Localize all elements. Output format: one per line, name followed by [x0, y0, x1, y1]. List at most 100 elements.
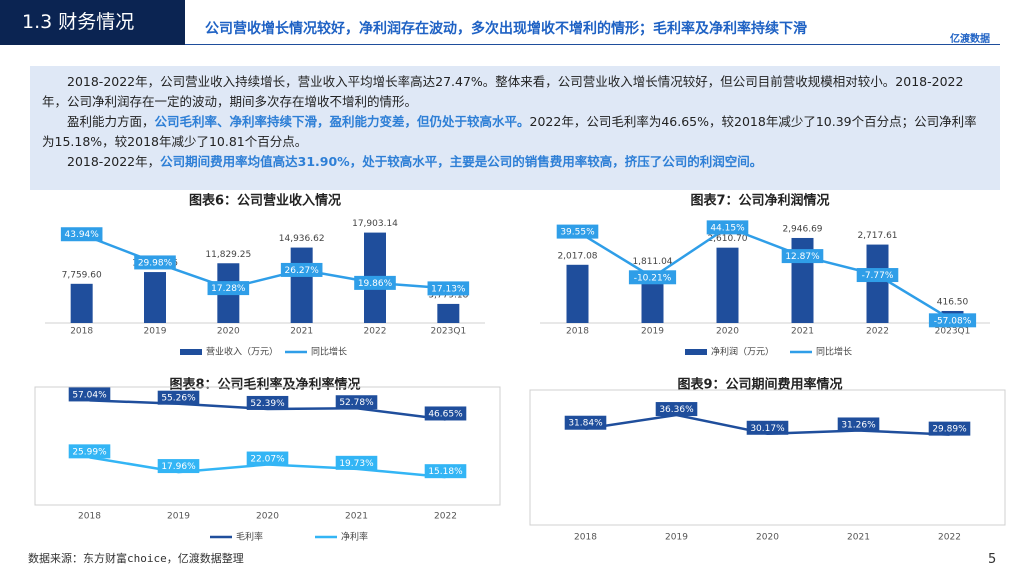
x-tick-label: 2021 — [791, 327, 814, 337]
data-label: 46.65% — [428, 409, 463, 419]
data-label-box — [928, 313, 977, 328]
highlight: 公司期间费用率均值高达31.90%，处于较高水平，主要是公司的销售费用率较高，挤… — [160, 154, 763, 169]
data-label-box — [655, 402, 698, 417]
x-tick-label: 2023Q1 — [935, 327, 971, 337]
bar-label: 2,717.61 — [857, 231, 897, 241]
bar — [437, 303, 460, 323]
x-tick-label: 2022 — [364, 327, 387, 337]
data-label-box — [246, 451, 289, 466]
bar — [70, 283, 93, 323]
legend-label: 净利率 — [341, 531, 368, 543]
legend-swatch — [685, 349, 707, 355]
bar-label: 17,903.14 — [352, 219, 398, 229]
x-tick-label: 2021 — [345, 512, 368, 522]
data-label: 29.98% — [138, 258, 173, 268]
data-label: 19.73% — [339, 459, 374, 469]
text: 盈利能力方面， — [67, 114, 155, 129]
data-label-box — [928, 421, 971, 436]
bar — [144, 272, 166, 323]
section-title: 1.3 财务情况 — [0, 0, 185, 45]
data-label-box — [706, 220, 749, 235]
data-label: -57.08% — [934, 316, 972, 326]
x-tick-label: 2023Q1 — [430, 327, 466, 337]
data-label: 43.94% — [65, 230, 100, 240]
bar — [566, 264, 589, 323]
bar — [290, 247, 313, 323]
data-label-box — [335, 395, 378, 410]
data-label: 17.13% — [431, 284, 466, 294]
data-label-box — [424, 464, 467, 479]
data-label: 25.99% — [72, 447, 107, 457]
x-tick-label: 2021 — [847, 533, 870, 543]
x-tick-label: 2021 — [290, 327, 313, 337]
paragraph: 2018-2022年，公司营业收入持续增长，营业收入平均增长率高达27.47%。… — [42, 72, 988, 112]
x-tick-label: 2019 — [665, 533, 688, 543]
data-label: 29.89% — [932, 425, 967, 435]
data-label-box — [280, 262, 323, 277]
paragraph: 2018-2022年，公司期间费用率均值高达31.90%，处于较高水平，主要是公… — [42, 152, 988, 172]
data-label: 31.26% — [841, 420, 876, 430]
legend-swatch — [180, 349, 202, 355]
data-label: 26.27% — [285, 266, 320, 276]
bar-label: 7,759.60 — [62, 270, 102, 280]
x-tick-label: 2019 — [641, 327, 664, 337]
data-label: 36.36% — [659, 405, 694, 415]
bar-label: 416.50 — [937, 297, 969, 307]
data-label: 31.84% — [568, 419, 603, 429]
bar — [866, 244, 889, 323]
data-label: 30.17% — [750, 424, 785, 434]
data-label-box — [68, 444, 111, 459]
data-label-box — [564, 415, 607, 430]
data-label: -7.77% — [862, 271, 894, 281]
data-label-box — [628, 270, 677, 285]
chart-title: 图表8：公司毛利率及净利率情况 — [169, 377, 360, 393]
bar-label: 2,610.70 — [707, 234, 747, 244]
x-tick-label: 2022 — [866, 327, 889, 337]
paragraph: 盈利能力方面，公司毛利率、净利率持续下滑，盈利能力变差，但仍处于较高水平。202… — [42, 112, 988, 152]
data-label-box — [746, 420, 789, 435]
data-label-box — [856, 268, 899, 283]
data-label-box — [424, 406, 467, 421]
data-label-box — [68, 387, 111, 402]
data-label: 55.26% — [161, 394, 196, 404]
page-number: 5 — [988, 552, 997, 567]
summary: 2018-2022年，公司营业收入持续增长，营业收入平均增长率高达27.47%。… — [30, 66, 1000, 190]
data-label-box — [427, 281, 470, 296]
data-label: -10.21% — [634, 273, 672, 283]
data-label: 39.55% — [560, 228, 595, 238]
x-tick-label: 2020 — [217, 327, 240, 337]
bar-label: 2,946.69 — [782, 224, 822, 234]
x-tick-label: 2018 — [566, 327, 589, 337]
data-label: 52.78% — [339, 398, 374, 408]
data-label-box — [157, 390, 200, 405]
data-label-box — [837, 417, 880, 432]
text: 2018-2022年，公司营业收入持续增长，营业收入平均增长率高达27.47%。… — [42, 74, 964, 109]
chart-title: 图表7：公司净利润情况 — [690, 193, 829, 209]
text: 2022年，公司毛利率为46.65%，较2018年减少了10.39个百分点；公司… — [42, 114, 977, 149]
x-tick-label: 2022 — [434, 512, 457, 522]
data-label-box — [781, 249, 824, 264]
data-label-box — [207, 281, 250, 296]
data-label: 17.28% — [211, 284, 246, 294]
plot-frame — [529, 389, 1006, 526]
data-label-box — [556, 224, 599, 239]
bar — [716, 247, 739, 323]
highlight: 公司毛利率、净利率持续下滑，盈利能力变差，但仍处于较高水平。 — [154, 114, 530, 129]
x-tick-label: 2018 — [574, 533, 597, 543]
data-label-box — [354, 275, 396, 290]
legend-label: 同比增长 — [311, 346, 347, 358]
data-label: 12.87% — [785, 252, 820, 262]
data-label-box — [335, 455, 378, 470]
x-tick-label: 2019 — [144, 327, 167, 337]
bar-label: 14,936.62 — [279, 234, 325, 244]
header-rule — [185, 44, 1000, 45]
x-tick-label: 2020 — [756, 533, 779, 543]
source: 数据来源：东方财富choice，亿渡数据整理 — [28, 552, 244, 565]
headline: 公司营收增长情况较好，净利润存在波动，多次出现增收不增利的情形；毛利率及净利率持… — [205, 21, 807, 37]
x-tick-label: 2018 — [70, 327, 93, 337]
bar-label: 2,017.08 — [557, 251, 597, 261]
data-label: 15.18% — [428, 467, 463, 477]
legend-label: 净利润（万元） — [711, 346, 774, 358]
